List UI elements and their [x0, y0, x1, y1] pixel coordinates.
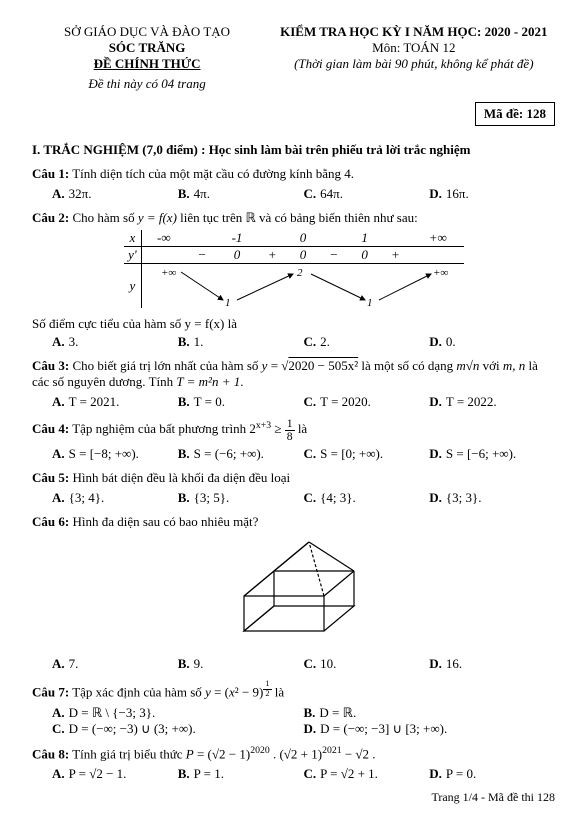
q6-d: D.16. [429, 656, 555, 672]
q3-c: C.T = 2020. [304, 394, 430, 410]
svg-text:+∞: +∞ [433, 267, 448, 279]
q5-text: Câu 5: Hình bát diện đều là khối đa diện… [32, 470, 555, 486]
q3-d: D.T = 2022. [429, 394, 555, 410]
q3-text: Câu 3: Cho biết giá trị lớn nhất của hàm… [32, 358, 555, 390]
vt-yprime: y' [124, 247, 142, 264]
q2-c: C.2. [304, 334, 430, 350]
dept-line: SỞ GIÁO DỤC VÀ ĐÀO TẠO [32, 24, 262, 40]
q3-b: B.T = 0. [178, 394, 304, 410]
q8-b: B.P = 1. [178, 766, 304, 782]
q6-options: A.7. B.9. C.10. D.16. [52, 656, 555, 672]
page-footer: Trang 1/4 - Mã đề thi 128 [32, 790, 555, 805]
q8-c: C.P = √2 + 1. [304, 766, 430, 782]
q7-b: B.D = ℝ. [304, 705, 556, 721]
q2-options: A.3. B.1. C.2. D.0. [52, 334, 555, 350]
q1-options: A.32π. B.4π. C.64π. D.16π. [52, 186, 555, 202]
official-line: ĐỀ CHÍNH THỨC [32, 56, 262, 72]
exam-code-box: Mã đề: 128 [475, 102, 555, 126]
svg-text:1: 1 [367, 297, 373, 308]
q6-text: Câu 6: Hình đa diện sau có bao nhiêu mặt… [32, 514, 555, 530]
q4-a: A.S = [−8; +∞). [52, 446, 178, 462]
q4-c: C.S = [0; +∞). [304, 446, 430, 462]
q2-b: B.1. [178, 334, 304, 350]
header: SỞ GIÁO DỤC VÀ ĐÀO TẠO SÓC TRĂNG ĐỀ CHÍN… [32, 24, 555, 72]
q1-a: A.32π. [52, 186, 178, 202]
polyhedron-diagram [32, 536, 555, 650]
q1-text: Câu 1: Tính diện tích của một mặt cầu có… [32, 166, 555, 182]
q7-d: D.D = (−∞; −3] ∪ [3; +∞). [304, 721, 556, 737]
q4-b: B.S = (−6; +∞). [178, 446, 304, 462]
q6-a: A.7. [52, 656, 178, 672]
section-title: I. TRẮC NGHIỆM (7,0 điểm) : Học sinh làm… [32, 142, 555, 158]
q1-c: C.64π. [304, 186, 430, 202]
province-line: SÓC TRĂNG [32, 40, 262, 56]
q4-options: A.S = [−8; +∞). B.S = (−6; +∞). C.S = [0… [52, 446, 555, 462]
q5-d: D.{3; 3}. [429, 490, 555, 506]
page-count: Đề thi này có 04 trang [32, 76, 262, 92]
q2-d: D.0. [429, 334, 555, 350]
variation-table: x -∞ -1 0 1 +∞ y' − 0 + 0 − 0 + y +∞ 1 2… [124, 230, 464, 308]
q4-d: D.S = [−6; +∞). [429, 446, 555, 462]
q7-text: Câu 7: Tập xác định của hàm số y = (x² −… [32, 680, 555, 700]
polyhedron-svg [214, 536, 374, 646]
q1-d: D.16π. [429, 186, 555, 202]
vt-x: x [124, 230, 142, 247]
q2-text: Câu 2: Cho hàm số y = f(x) liên tục trên… [32, 210, 555, 226]
q8-d: D.P = 0. [429, 766, 555, 782]
q7-options: A.D = ℝ \ {−3; 3}. B.D = ℝ. C.D = (−∞; −… [52, 705, 555, 737]
svg-text:2: 2 [297, 267, 303, 279]
q5-a: A.{3; 4}. [52, 490, 178, 506]
q7-c: C.D = (−∞; −3) ∪ (3; +∞). [52, 721, 304, 737]
duration-line: (Thời gian làm bài 90 phút, không kể phá… [273, 56, 555, 72]
q5-options: A.{3; 4}. B.{3; 5}. C.{4; 3}. D.{3; 3}. [52, 490, 555, 506]
header-right: KIỂM TRA HỌC KỲ I NĂM HỌC: 2020 - 2021 M… [273, 24, 555, 72]
vt-y: y [124, 264, 142, 309]
q8-a: A.P = √2 − 1. [52, 766, 178, 782]
q5-c: C.{4; 3}. [304, 490, 430, 506]
q3-options: A.T = 2021. B.T = 0. C.T = 2020. D.T = 2… [52, 394, 555, 410]
title-line: KIỂM TRA HỌC KỲ I NĂM HỌC: 2020 - 2021 [273, 24, 555, 40]
variation-arrows: +∞ 1 2 1 +∞ [153, 264, 453, 308]
q2-a: A.3. [52, 334, 178, 350]
header-left: SỞ GIÁO DỤC VÀ ĐÀO TẠO SÓC TRĂNG ĐỀ CHÍN… [32, 24, 262, 72]
q4-text: Câu 4: Tập nghiệm của bất phương trình 2… [32, 418, 555, 442]
q5-b: B.{3; 5}. [178, 490, 304, 506]
q6-b: B.9. [178, 656, 304, 672]
q3-a: A.T = 2021. [52, 394, 178, 410]
q8-text: Câu 8: Tính giá trị biểu thức P = (√2 − … [32, 745, 555, 762]
svg-text:1: 1 [225, 297, 231, 308]
q8-options: A.P = √2 − 1. B.P = 1. C.P = √2 + 1. D.P… [52, 766, 555, 782]
svg-text:+∞: +∞ [161, 267, 176, 279]
subject-line: Môn: TOÁN 12 [273, 40, 555, 56]
q6-c: C.10. [304, 656, 430, 672]
q1-b: B.4π. [178, 186, 304, 202]
q7-a: A.D = ℝ \ {−3; 3}. [52, 705, 304, 721]
q2-sub: Số điểm cực tiểu của hàm số y = f(x) là [32, 316, 555, 332]
